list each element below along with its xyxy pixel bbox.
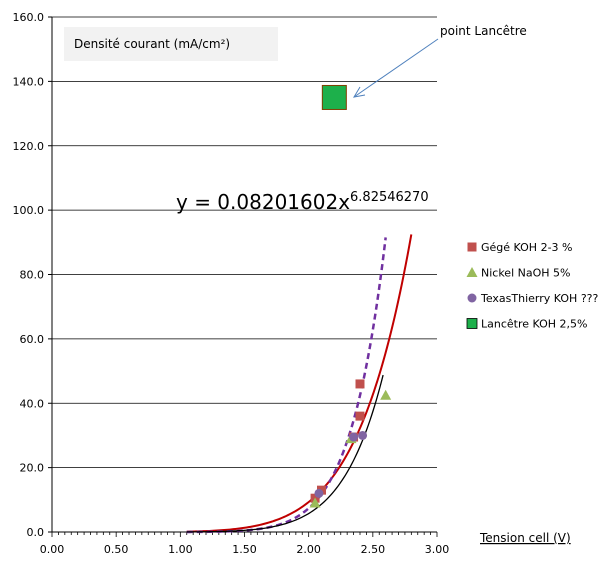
legend-marker	[467, 242, 477, 252]
x-tick-label: 1.00	[168, 543, 193, 556]
legend: Gégé KOH 2-3 % Nickel NaOH 5% TexasThierry…	[466, 241, 598, 331]
y-tick-label: 60.0	[20, 333, 45, 346]
y-tick-label: 140.0	[13, 75, 45, 88]
legend-label: Lancêtre KOH 2,5%	[481, 318, 588, 331]
x-tick-label: 3.00	[425, 543, 450, 556]
data-point-series-3	[314, 488, 324, 498]
data-point-series-4	[321, 84, 347, 110]
x-tick-label: 2.50	[361, 543, 386, 556]
y-tick-label: 20.0	[20, 462, 45, 475]
annotation-arrow-head	[353, 86, 366, 98]
x-axis-label: Tension cell (V)	[479, 531, 571, 545]
x-tick-label: 0.00	[40, 543, 65, 556]
legend-label: Gégé KOH 2-3 %	[481, 241, 573, 254]
data-point-series-1	[355, 379, 365, 389]
data-point-series-2	[309, 497, 321, 508]
y-tick-label: 0.0	[27, 526, 45, 539]
legend-marker	[467, 293, 477, 303]
legend-label: TexasThierry KOH ???	[480, 292, 598, 305]
trendline-equation: y = 0.08201602x6.82546270	[176, 190, 429, 214]
y-tick-label: 160.0	[13, 11, 45, 24]
data-point-series-3	[349, 432, 359, 442]
y-tick-label: 100.0	[13, 204, 45, 217]
equation-base: y = 0.08201602x	[176, 190, 350, 214]
y-axis-label: Densité courant (mA/cm²)	[74, 37, 230, 51]
grid	[52, 16, 437, 533]
y-label-box	[64, 27, 278, 61]
y-tick-label: 40.0	[20, 397, 45, 410]
data-points	[309, 84, 392, 508]
legend-marker	[466, 318, 478, 329]
trendline-1	[186, 234, 413, 533]
trendlines	[186, 234, 413, 534]
x-tick-label: 2.00	[296, 543, 321, 556]
y-tick-labels: 0.0 20.0 40.0 60.0 80.0 100.0 120.0 140.0 160.0	[13, 11, 45, 539]
x-tick-label: 1.50	[232, 543, 257, 556]
x-tick-label: 0.50	[104, 543, 129, 556]
trendline-3	[186, 374, 384, 533]
data-point-series-2	[380, 389, 392, 400]
y-tick-label: 120.0	[13, 140, 45, 153]
annotation-text: point Lancêtre	[440, 24, 527, 38]
legend-label: Nickel NaOH 5%	[481, 267, 570, 280]
x-tick-labels: 0.00 0.50 1.00 1.50 2.00 2.50 3.00	[40, 543, 450, 556]
data-point-series-1	[355, 411, 365, 421]
axes	[48, 16, 438, 537]
y-tick-label: 80.0	[20, 269, 45, 282]
annotation-arrow	[353, 38, 439, 98]
legend-marker	[466, 267, 478, 277]
data-point-series-3	[358, 430, 368, 440]
equation-exponent: 6.82546270	[350, 190, 429, 205]
